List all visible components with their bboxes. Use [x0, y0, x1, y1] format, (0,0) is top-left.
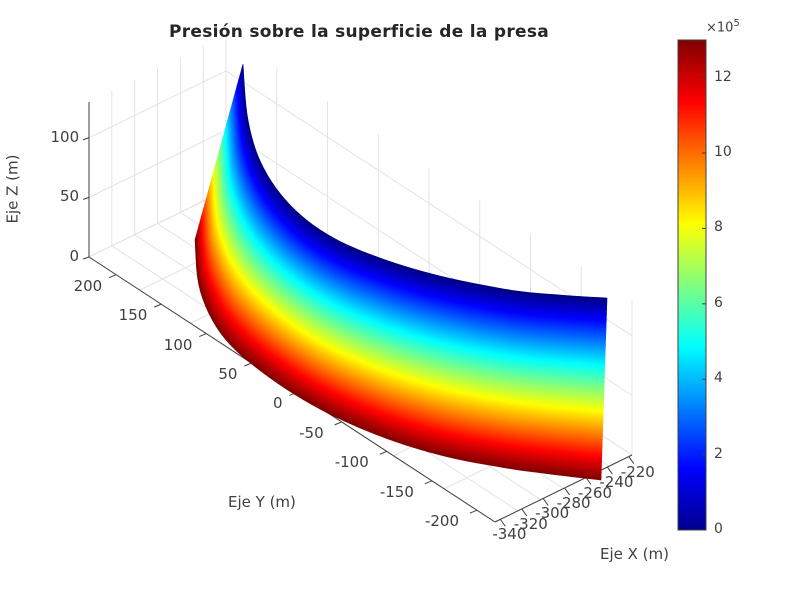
z-axis-label: Eje Z (m) — [3, 154, 22, 224]
colorbar-tick-label: 2 — [714, 445, 723, 462]
x-tick-label: -320 — [513, 514, 548, 533]
y-tick-label: 50 — [218, 365, 238, 383]
y-tick-label: 0 — [273, 394, 283, 413]
y-tick-label: -50 — [299, 423, 324, 442]
colorbar-tick-label: 10 — [714, 144, 732, 161]
colorbar-tick-label: 8 — [714, 219, 723, 236]
colorbar — [677, 39, 707, 531]
y-tick-label: 100 — [163, 335, 193, 354]
x-axis-label: Eje X (m) — [600, 545, 670, 563]
y-tick-label: 150 — [118, 306, 148, 325]
colorbar-tick-label: 0 — [714, 521, 723, 537]
y-tick-label: -100 — [334, 453, 369, 472]
colorbar-tick-label: 4 — [714, 370, 723, 387]
z-tick-label: 50 — [60, 187, 80, 206]
z-tick-label: 0 — [69, 247, 80, 265]
colorbar-tick-label: 12 — [714, 68, 732, 85]
colorbar-tick-label: 6 — [714, 294, 723, 311]
chart-title: Presión sobre la superficie de la presa — [168, 22, 550, 42]
y-tick-label: 200 — [73, 276, 103, 295]
dam-surface — [194, 63, 608, 481]
y-tick-label: -150 — [379, 482, 414, 501]
z-tick-label: 100 — [50, 127, 80, 146]
x-tick-label: -260 — [577, 483, 613, 502]
y-axis-label: Eje Y (m) — [228, 493, 296, 511]
x-tick-label: -300 — [535, 504, 570, 523]
x-tick-label: -240 — [599, 473, 634, 492]
x-tick-label: -280 — [556, 493, 591, 512]
x-tick-label: -220 — [620, 462, 655, 481]
x-tick-label: -340 — [492, 525, 527, 544]
y-tick-label: -200 — [424, 512, 459, 531]
colorbar-multiplier: ×105 — [706, 18, 740, 36]
